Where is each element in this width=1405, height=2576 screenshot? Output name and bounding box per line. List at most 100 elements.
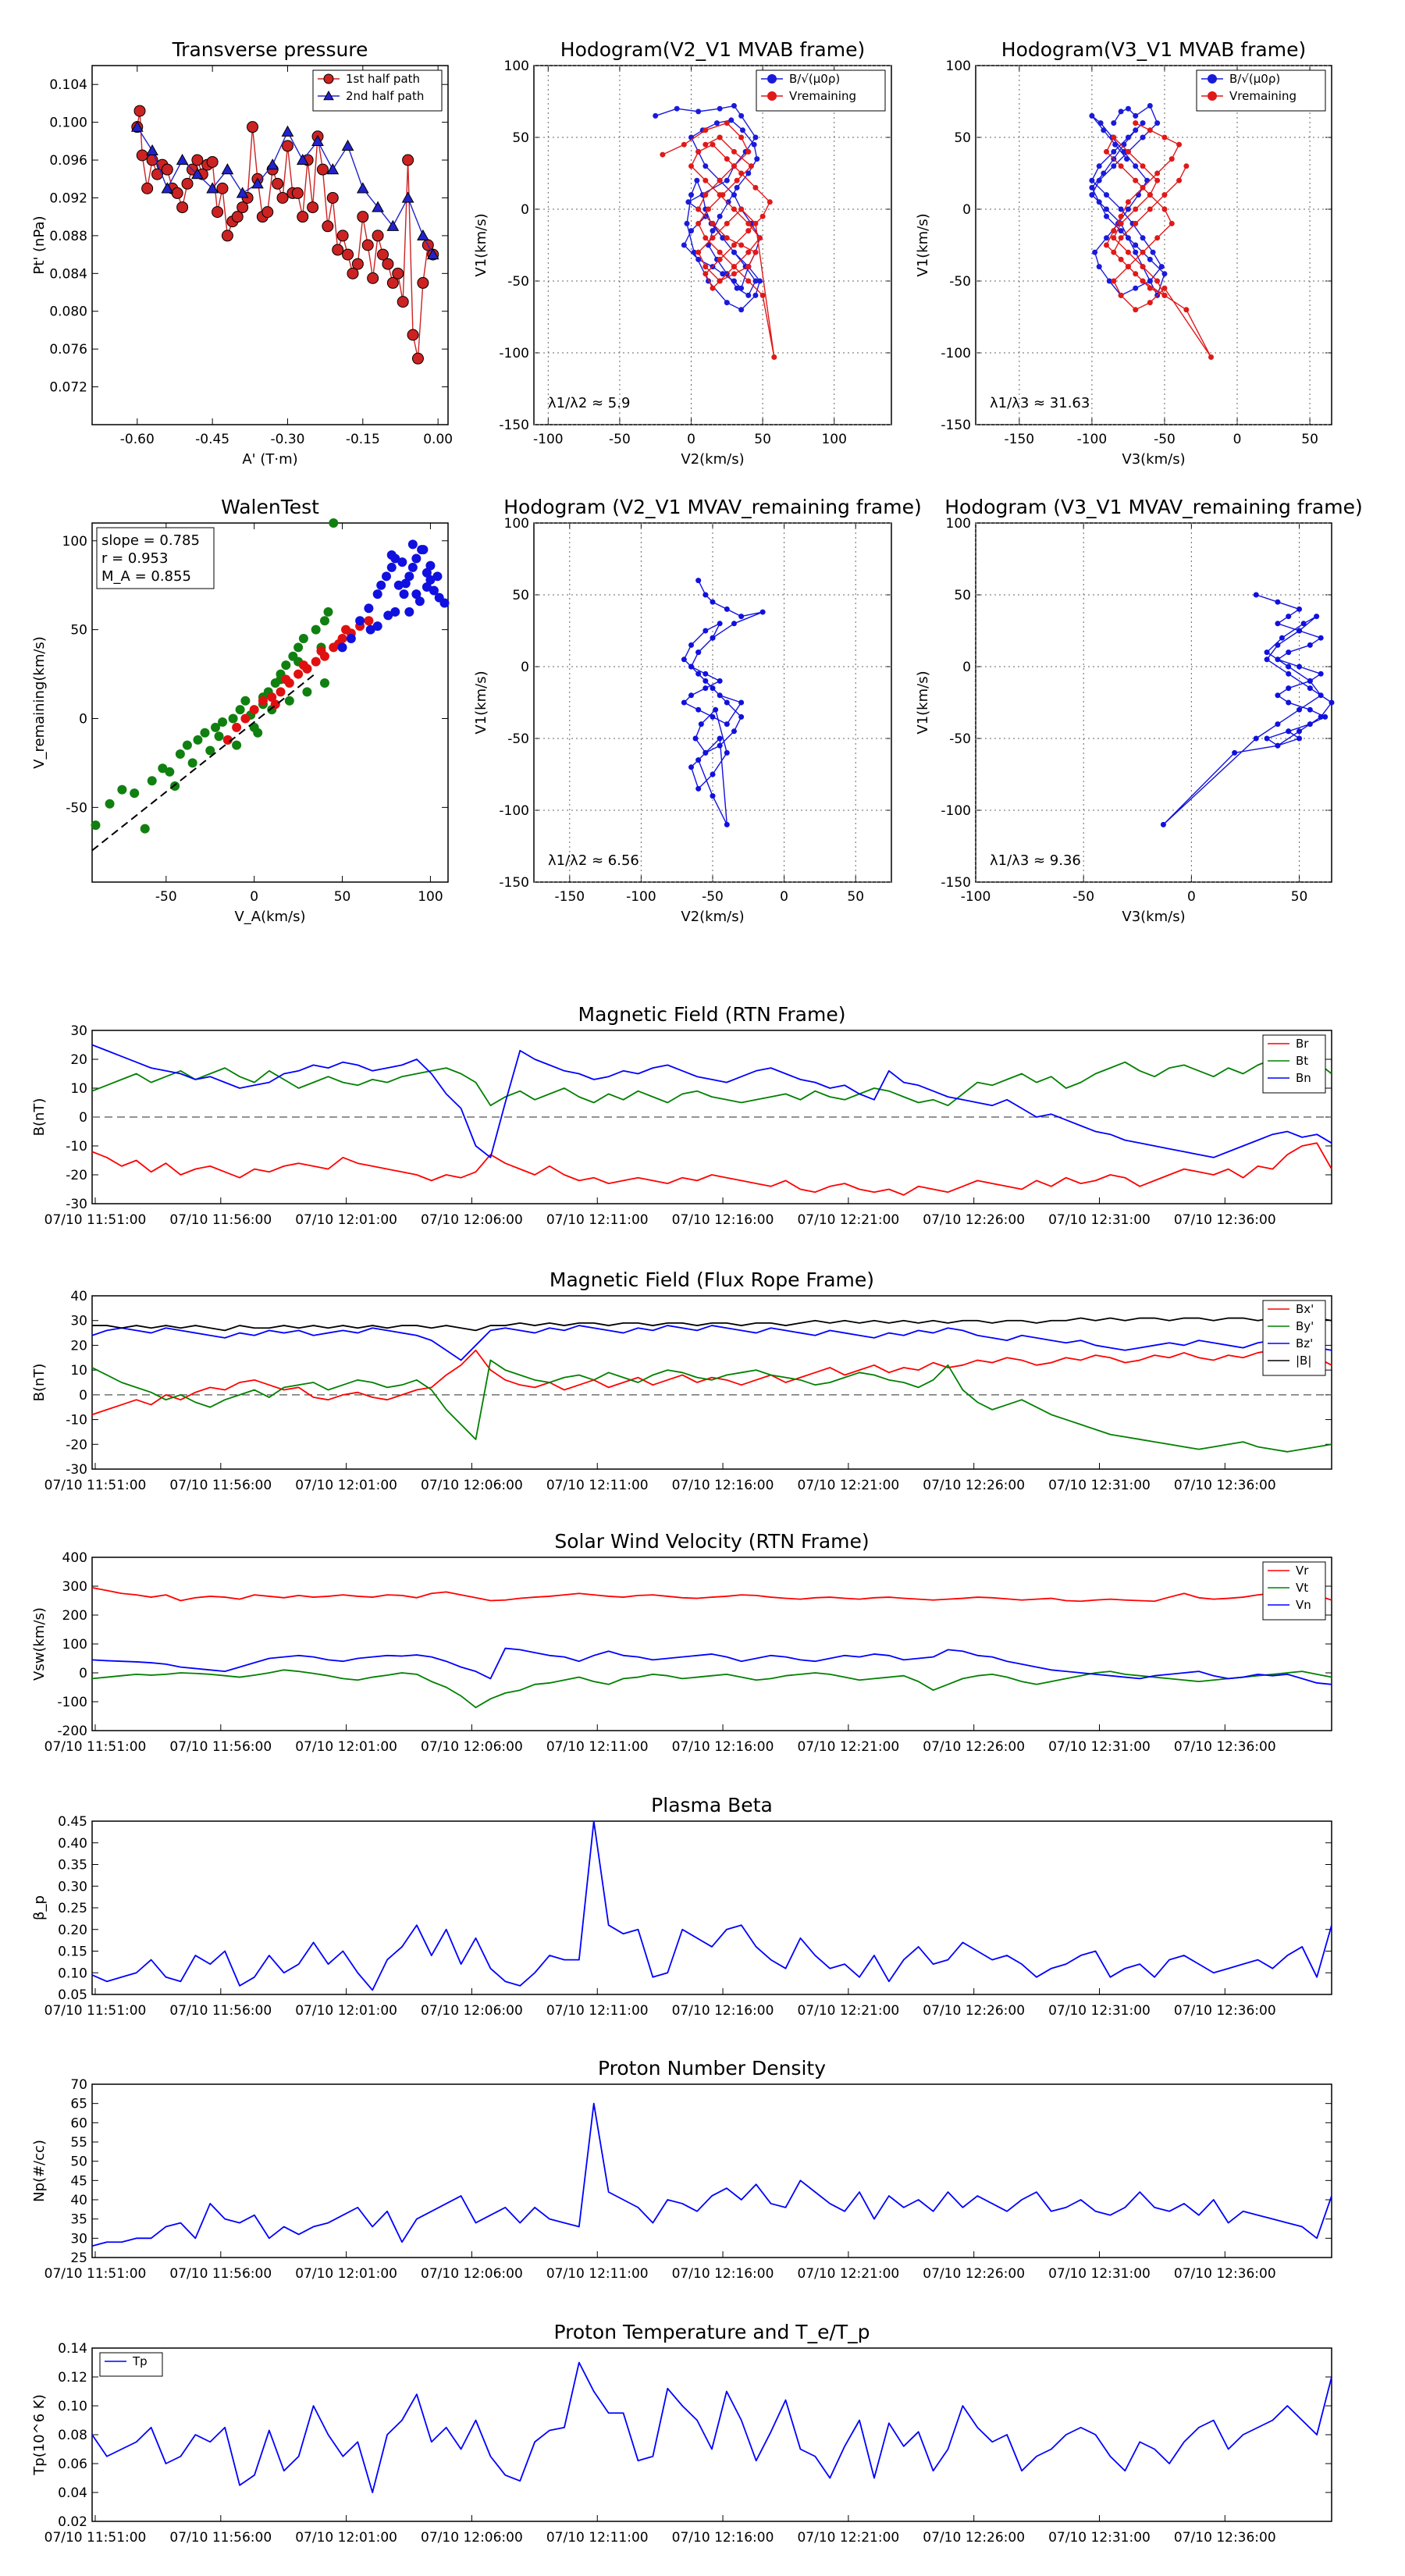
vsw_rtn-series-line <box>91 1669 1332 1709</box>
walen-data-point <box>323 607 333 617</box>
hodo_v2_mvab-data-point <box>710 141 716 148</box>
pt-data-point <box>326 191 339 204</box>
walen-data-point <box>400 578 411 589</box>
walen-data-point <box>418 545 429 555</box>
hodo_v3_mvab-data-point <box>1104 148 1110 155</box>
hodo_v2_mvab-data-point <box>724 220 730 226</box>
np-ytick-label: 40 <box>70 2193 87 2208</box>
pt-data-point <box>261 206 274 219</box>
pt-data-point <box>161 182 174 194</box>
tp-ytick-label: 0.04 <box>58 2485 87 2501</box>
hodo_v2_mvab-data-point <box>731 278 737 284</box>
beta-time-label: 07/10 11:56:00 <box>169 2003 272 2019</box>
tp-time-label: 07/10 12:26:00 <box>923 2530 1025 2546</box>
hodo_v3_mvab-data-point <box>1104 242 1110 248</box>
pt-data-point <box>221 229 233 242</box>
hodo_v3_mvab-data-point <box>1176 141 1183 148</box>
hodo_v2_mvab-xtick-label: 100 <box>821 432 846 447</box>
np-ytick-label: 70 <box>70 2077 87 2093</box>
vsw_rtn-legend-label: Vn <box>1296 1598 1311 1612</box>
np-time-label: 07/10 12:01:00 <box>295 2266 397 2282</box>
hodo_v3_mvav-data-point <box>1275 599 1281 605</box>
vsw_rtn-ytick-label: -100 <box>57 1695 87 1710</box>
tp-legend-label: Tp <box>132 2354 148 2368</box>
hodo_v2_mvab-data-point <box>756 278 763 284</box>
hodo_v2_mvab-series-line <box>662 122 775 358</box>
beta-title: Plasma Beta <box>651 1794 773 1816</box>
hodo_v3_mvab-legend-label: B/√(μ0ρ) <box>1229 72 1280 86</box>
hodo_v2_mvab-data-point <box>724 235 730 241</box>
hodo_v2_mvav-data-point <box>738 614 745 620</box>
walen-data-point <box>91 820 101 831</box>
hodo_v2_mvab-data-point <box>674 105 680 112</box>
tp-time-label: 07/10 12:21:00 <box>797 2530 899 2546</box>
hodo_v3_mvab-data-point <box>1161 206 1168 212</box>
beta-ylabel: β_p <box>31 1895 48 1920</box>
bfield_rtn-ylabel: B(nT) <box>31 1098 48 1137</box>
pt-legend-marker <box>323 90 334 101</box>
bfield_fr-time-label: 07/10 12:31:00 <box>1048 1478 1151 1493</box>
hodo_v2_mvab-data-point <box>731 163 737 169</box>
walen-data-point <box>383 610 393 621</box>
hodo_v2_mvav-data-point <box>759 609 766 615</box>
walen-data-point <box>258 696 268 706</box>
vsw_rtn-time-label: 07/10 12:11:00 <box>546 1739 649 1755</box>
bfield_fr-time-label: 07/10 12:11:00 <box>546 1478 649 1493</box>
hodo_v3_mvav-data-point <box>1286 649 1292 656</box>
hodo_v2_mvab-data-point <box>725 199 731 205</box>
hodo_v3_mvav-data-point <box>1286 614 1292 620</box>
hodo_v3_mvab-data-point <box>1133 249 1139 255</box>
hodo_v3_mvav-ytick-label: -50 <box>949 731 971 747</box>
hodo_v2_mvab-ytick-label: -100 <box>499 346 529 361</box>
hodo_v2_mvab-data-point <box>748 163 754 169</box>
hodo_v2_mvab-data-point <box>752 278 759 284</box>
beta-ytick-label: 0.15 <box>58 1944 87 1960</box>
hodo_v2_mvab-data-point <box>688 228 695 234</box>
hodo_v2_mvab-legend-marker <box>767 91 777 101</box>
hodo_v3_mvab-data-point <box>1125 249 1131 255</box>
hodo_v3_mvav-data-point <box>1297 628 1303 634</box>
np-series-line <box>91 2102 1332 2247</box>
hodo_v3_mvab-legend-box <box>1196 69 1326 112</box>
walen-data-point <box>319 678 329 688</box>
hodo_v3_mvab-data-point <box>1125 206 1131 212</box>
hodo_v3_mvab-data-point <box>1125 235 1131 241</box>
hodo_v2_mvab-data-point <box>731 264 737 270</box>
np-ytick-label: 30 <box>70 2231 87 2247</box>
walen-data-point <box>222 735 233 745</box>
hodo_v3_mvab-data-point <box>1154 278 1161 284</box>
hodo_v2_mvab-data-point <box>702 235 709 241</box>
hodo_v3_mvab-data-point <box>1161 192 1168 198</box>
tp-series-line <box>91 2361 1332 2493</box>
hodo_v2_mvab-data-point <box>738 112 745 119</box>
pt-data-point <box>311 134 324 146</box>
pt-data-point <box>307 201 319 214</box>
bfield_fr-ytick-label: 20 <box>70 1338 87 1354</box>
hodo_v2_mvav-xtick-label: -150 <box>555 889 585 905</box>
hodo_v3_mvav-data-point <box>1275 692 1281 699</box>
hodo_v2_mvav-data-point <box>710 599 716 605</box>
hodo_v3_mvab-data-point <box>1118 235 1124 241</box>
hodo_v2_mvab-xtick-label: 50 <box>754 432 771 447</box>
np-time-label: 07/10 12:31:00 <box>1048 2266 1151 2282</box>
hodo_v2_mvav-data-point <box>681 656 687 663</box>
bfield_fr-ytick-label: 10 <box>70 1363 87 1379</box>
hodo_v3_mvav-ylabel: V1(km/s) <box>915 671 931 734</box>
pt-data-point <box>296 154 309 165</box>
hodo_v2_mvab-data-point <box>717 105 723 112</box>
hodo_v2_mvav-data-point <box>724 821 730 827</box>
np-ytick-label: 45 <box>70 2173 87 2189</box>
hodo_v3_mvab-data-point <box>1176 177 1183 183</box>
hodo_v2_mvab-data-point <box>717 249 723 255</box>
walen-data-point <box>372 621 382 632</box>
hodo_v2_mvav-data-point <box>698 721 704 728</box>
bfield_rtn-series-line <box>91 1142 1332 1196</box>
hodo_v2_mvab-data-point <box>745 228 752 234</box>
pt-data-point <box>326 163 340 175</box>
walen-data-point <box>105 799 115 809</box>
walen-data-point <box>267 692 277 703</box>
walen-axes-frame <box>91 522 449 883</box>
hodo_v2_mvab-data-point <box>745 170 752 176</box>
tp-time-label: 07/10 12:01:00 <box>295 2530 397 2546</box>
pt-data-point <box>206 182 219 194</box>
